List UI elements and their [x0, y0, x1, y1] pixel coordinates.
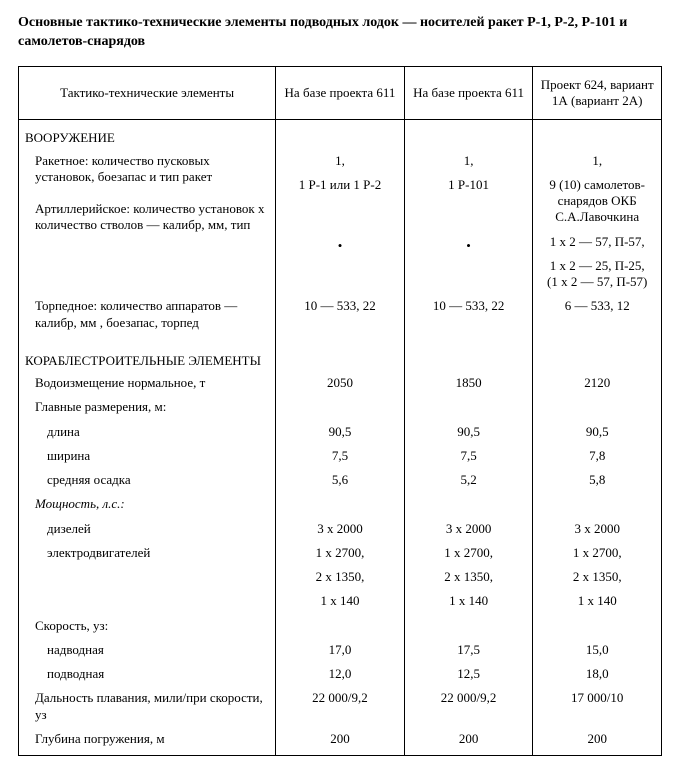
- col-2: На базе проекта 611: [404, 66, 533, 120]
- cell: 22 000/9,2: [404, 686, 533, 727]
- cell: 200: [276, 727, 405, 756]
- cell: 200: [404, 727, 533, 756]
- cell: 9 (10) самолетов-снарядов ОКБ С.А.Лавочк…: [533, 173, 662, 230]
- row-speed: Скорость, уз:: [19, 614, 662, 638]
- row-label: надводная: [19, 638, 276, 662]
- cell: 7,5: [276, 444, 405, 468]
- cell: 1850: [404, 371, 533, 395]
- row-power: Мощность, л.с.:: [19, 492, 662, 516]
- cell: 1 х 2 — 57, П-57,: [533, 230, 662, 254]
- cell: 90,5: [533, 420, 662, 444]
- cell: 3 х 2000: [533, 517, 662, 541]
- row-submerged: подводная 12,0 12,5 18,0: [19, 662, 662, 686]
- page-title: Основные тактико-технические элементы по…: [18, 14, 662, 52]
- cell: 12,0: [276, 662, 405, 686]
- cell: 1,: [404, 149, 533, 173]
- cell: 5,8: [533, 468, 662, 492]
- row-label: Торпедное: количество аппаратов — калибр…: [19, 294, 276, 335]
- cell: 7,8: [533, 444, 662, 468]
- row-width: ширина 7,5 7,5 7,8: [19, 444, 662, 468]
- row-diesel: дизелей 3 х 2000 3 х 2000 3 х 2000: [19, 517, 662, 541]
- cell: 1 х 2700,: [404, 541, 533, 565]
- row-label: дизелей: [19, 517, 276, 541]
- cell: 200: [533, 727, 662, 756]
- cell: 12,5: [404, 662, 533, 686]
- row-label: Водоизмещение нормальное, т: [19, 371, 276, 395]
- cell: 2 х 1350,: [533, 565, 662, 589]
- cell: 3 х 2000: [404, 517, 533, 541]
- cell-line: 1 х 2 — 25, П-25,: [550, 258, 645, 273]
- cell: 5,6: [276, 468, 405, 492]
- cell: 2120: [533, 371, 662, 395]
- row-label: длина: [19, 420, 276, 444]
- section-label: ВООРУЖЕНИЕ: [19, 120, 276, 149]
- cell: 7,5: [404, 444, 533, 468]
- cell: 1 х 140: [276, 589, 405, 613]
- row-label: подводная: [19, 662, 276, 686]
- cell: 1,: [533, 149, 662, 173]
- cell: 2 х 1350,: [276, 565, 405, 589]
- row-label: электродвигателей: [19, 541, 276, 565]
- row-length: длина 90,5 90,5 90,5: [19, 420, 662, 444]
- cell: 1 Р-1 или 1 Р-2: [276, 173, 405, 197]
- section-armament: ВООРУЖЕНИЕ: [19, 120, 662, 149]
- row-label: Скорость, уз:: [19, 614, 276, 638]
- row-label: Артиллерийское: количество установок х к…: [19, 197, 276, 294]
- cell: 17,0: [276, 638, 405, 662]
- row-label: средняя осадка: [19, 468, 276, 492]
- row-electric-3: 1 х 140 1 х 140 1 х 140: [19, 589, 662, 613]
- cell: 2050: [276, 371, 405, 395]
- table-header-row: Тактико-технические элементы На базе про…: [19, 66, 662, 120]
- cell: 5,2: [404, 468, 533, 492]
- cell: 18,0: [533, 662, 662, 686]
- cell: 10 — 533, 22: [276, 294, 405, 335]
- cell: 1 х 2700,: [533, 541, 662, 565]
- row-displacement: Водоизмещение нормальное, т 2050 1850 21…: [19, 371, 662, 395]
- cell: •: [404, 197, 533, 294]
- row-label: Ракетное: количество пусковых установок,…: [19, 149, 276, 198]
- col-1: На базе проекта 611: [276, 66, 405, 120]
- cell: 1,: [276, 149, 405, 173]
- cell: 1 х 140: [404, 589, 533, 613]
- cell: 6 — 533, 12: [533, 294, 662, 335]
- row-label: ширина: [19, 444, 276, 468]
- cell-line: (1 х 2 — 57, П-57): [547, 274, 647, 289]
- row-depth: Глубина погружения, м 200 200 200: [19, 727, 662, 756]
- spec-table: Тактико-технические элементы На базе про…: [18, 66, 662, 756]
- cell: •: [276, 197, 405, 294]
- cell: 10 — 533, 22: [404, 294, 533, 335]
- section-label: КОРАБЛЕСТРОИТЕЛЬНЫЕ ЭЛЕМЕНТЫ: [19, 335, 276, 371]
- row-label: Глубина погружения, м: [19, 727, 276, 756]
- row-dimensions: Главные размерения, м:: [19, 395, 662, 419]
- row-rocket: Ракетное: количество пусковых установок,…: [19, 149, 662, 173]
- cell: 2 х 1350,: [404, 565, 533, 589]
- row-draft: средняя осадка 5,6 5,2 5,8: [19, 468, 662, 492]
- col-3: Проект 624, вариант 1А (вариант 2А): [533, 66, 662, 120]
- row-label: Главные размерения, м:: [19, 395, 276, 419]
- cell: 22 000/9,2: [276, 686, 405, 727]
- cell: 1 Р-101: [404, 173, 533, 197]
- row-label: Дальность плавания, мили/при скорости, у…: [19, 686, 276, 727]
- cell: 3 х 2000: [276, 517, 405, 541]
- cell: 15,0: [533, 638, 662, 662]
- row-torpedo: Торпедное: количество аппаратов — калибр…: [19, 294, 662, 335]
- row-electric-2: 2 х 1350, 2 х 1350, 2 х 1350,: [19, 565, 662, 589]
- cell: 1 х 2700,: [276, 541, 405, 565]
- row-range: Дальность плавания, мили/при скорости, у…: [19, 686, 662, 727]
- cell: 17,5: [404, 638, 533, 662]
- section-ship: КОРАБЛЕСТРОИТЕЛЬНЫЕ ЭЛЕМЕНТЫ: [19, 335, 662, 371]
- cell: 1 х 2 — 25, П-25, (1 х 2 — 57, П-57): [533, 254, 662, 295]
- row-label: Мощность, л.с.:: [19, 492, 276, 516]
- cell: 17 000/10: [533, 686, 662, 727]
- cell: 90,5: [276, 420, 405, 444]
- row-electric: электродвигателей 1 х 2700, 1 х 2700, 1 …: [19, 541, 662, 565]
- cell: 90,5: [404, 420, 533, 444]
- cell: 1 х 140: [533, 589, 662, 613]
- col-param: Тактико-технические элементы: [19, 66, 276, 120]
- row-surface: надводная 17,0 17,5 15,0: [19, 638, 662, 662]
